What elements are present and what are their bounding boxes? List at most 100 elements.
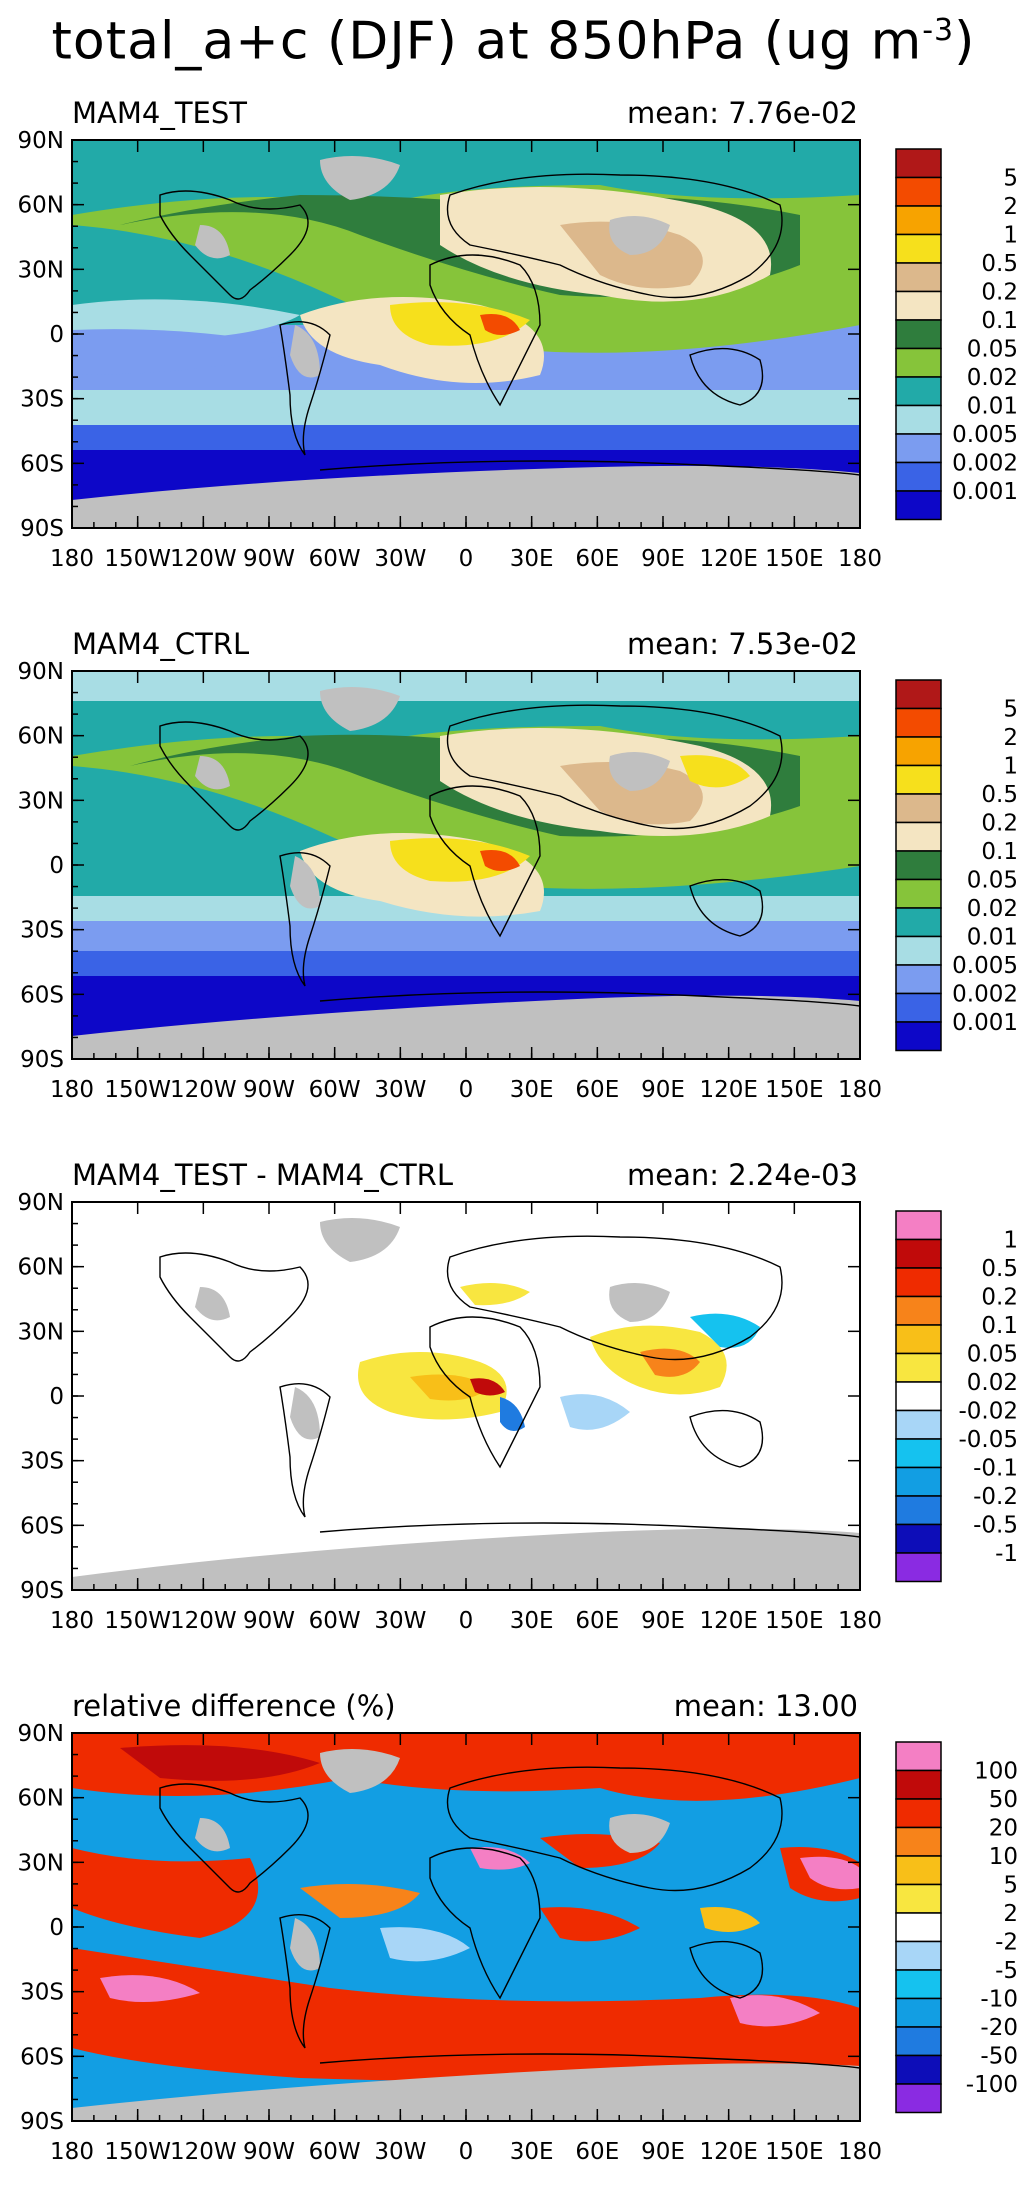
legend-swatch: [895, 992, 942, 1023]
legend-swatch: [895, 376, 942, 407]
legend-swatch: [895, 1940, 942, 1971]
color-legend: -1-0.5 -0.2-0.1 -0.05-0.02 0.020.05 0.10.2 0.…: [895, 1210, 1018, 1583]
legend-swatch: [895, 205, 942, 236]
legend-level-label: 0.02: [967, 1370, 1018, 1396]
lat-tick-label: 90S: [20, 1578, 64, 1604]
lat-tick-label: 30S: [20, 918, 64, 944]
legend-swatch: [895, 233, 942, 264]
legend-level-label: -50: [980, 2044, 1018, 2070]
lat-tick-label: 90S: [20, 1047, 64, 1073]
lat-tick-label: 60S: [20, 2044, 64, 2070]
lat-tick-label: 30N: [18, 257, 64, 283]
legend-swatch: [895, 878, 942, 909]
legend-swatch: [895, 1466, 942, 1497]
lat-tick-label: 60N: [18, 724, 64, 750]
panel-mam4-ctrl: MAM4_CTRL mean: 7.53e-02 180 150W 120W 90W 6…: [18, 627, 1018, 1103]
lon-tick-label: 120E: [699, 1077, 757, 1103]
axis-ticks: [71, 139, 861, 529]
legend-swatch: [895, 1741, 942, 1772]
lon-tick-label: 90W: [243, 2139, 295, 2165]
axis-ticks: [71, 1201, 861, 1591]
lat-tick-label: 90S: [20, 516, 64, 542]
legend-level-label: 0.05: [967, 337, 1018, 363]
lon-tick-label: 90E: [641, 546, 685, 572]
legend-level-label: 100: [974, 1759, 1018, 1785]
legend-swatch: [895, 319, 942, 350]
legend-swatch: [895, 907, 942, 938]
latitude-tick-labels: 90N 60N 30N 0 30S 60S 90S: [18, 1721, 64, 2135]
legend-swatch: [895, 148, 942, 179]
lat-tick-label: 60N: [18, 1255, 64, 1281]
lat-tick-label: 60S: [20, 451, 64, 477]
axis-ticks: [71, 670, 861, 1060]
lon-tick-label: 150E: [765, 546, 823, 572]
legend-level-label: 0.1: [981, 839, 1018, 865]
lon-tick-label: 0: [459, 2139, 474, 2165]
legend-level-label: 0.02: [967, 365, 1018, 391]
legend-level-label: 2: [1003, 194, 1018, 220]
lat-tick-label: 60N: [18, 1786, 64, 1812]
legend-level-label: 10: [989, 1844, 1018, 1870]
legend-swatch: [895, 679, 942, 710]
map-field: [72, 140, 860, 528]
lon-tick-label: 120W: [170, 546, 237, 572]
legend-swatch: [895, 1409, 942, 1440]
lon-tick-label: 180: [50, 1608, 94, 1634]
legend-swatch: [895, 964, 942, 995]
panel-mean: mean: 2.24e-03: [627, 1158, 858, 1192]
legend-level-label: 5: [1003, 166, 1018, 192]
lat-tick-label: 0: [49, 1384, 64, 1410]
lon-tick-label: 30E: [510, 1608, 554, 1634]
lon-tick-label: 150W: [104, 2139, 171, 2165]
lat-tick-label: 90N: [18, 128, 64, 154]
panel-mean: mean: 13.00: [674, 1689, 858, 1723]
legend-swatch: [895, 764, 942, 795]
lat-tick-label: 90N: [18, 659, 64, 685]
legend-level-label: -10: [980, 1987, 1018, 2013]
legend-swatch: [895, 404, 942, 435]
lon-tick-label: 30W: [374, 1608, 426, 1634]
legend-level-label: 2: [1003, 1901, 1018, 1927]
coastlines: [159, 1766, 860, 2069]
legend-level-label: 5: [1003, 697, 1018, 723]
lon-tick-label: 120E: [699, 546, 757, 572]
legend-swatch: [895, 262, 942, 293]
legend-level-label: 0.05: [967, 1342, 1018, 1368]
legend-swatch: [895, 1021, 942, 1052]
legend-swatch: [895, 1523, 942, 1554]
lat-tick-label: 90N: [18, 1190, 64, 1216]
lon-tick-label: 90E: [641, 1608, 685, 1634]
lat-tick-label: 0: [49, 322, 64, 348]
lat-tick-label: 0: [49, 1915, 64, 1941]
lat-tick-label: 30N: [18, 1850, 64, 1876]
legend-level-label: 0.002: [952, 982, 1018, 1008]
latitude-tick-labels: 90N 60N 30N 0 30S 60S 90S: [18, 1190, 64, 1604]
lon-tick-label: 30W: [374, 546, 426, 572]
legend-swatch: [895, 433, 942, 464]
lon-tick-label: 150E: [765, 1608, 823, 1634]
lon-tick-label: 90W: [243, 1077, 295, 1103]
panel-title: relative difference (%): [72, 1689, 396, 1723]
map-field: [72, 1202, 860, 1590]
coastlines: [159, 1235, 860, 1538]
panel-title: MAM4_TEST - MAM4_CTRL: [72, 1158, 453, 1192]
lon-tick-label: 180: [838, 1608, 882, 1634]
lon-tick-label: 30W: [374, 1077, 426, 1103]
panel-title: MAM4_CTRL: [72, 627, 249, 661]
legend-swatch: [895, 1381, 942, 1412]
latitude-tick-labels: 90N 60N 30N 0 30S 60S 90S: [18, 128, 64, 542]
legend-swatch: [895, 793, 942, 824]
legend-swatch: [895, 850, 942, 881]
legend-swatch: [895, 290, 942, 321]
legend-swatch: [895, 1883, 942, 1914]
legend-level-label: 0.05: [967, 868, 1018, 894]
lon-tick-label: 180: [50, 546, 94, 572]
legend-level-label: 0.5: [981, 782, 1018, 808]
panel-title: MAM4_TEST: [72, 96, 247, 130]
lon-tick-label: 90W: [243, 1608, 295, 1634]
legend-swatch: [895, 1295, 942, 1326]
lon-tick-label: 90W: [243, 546, 295, 572]
legend-swatch: [895, 1912, 942, 1943]
